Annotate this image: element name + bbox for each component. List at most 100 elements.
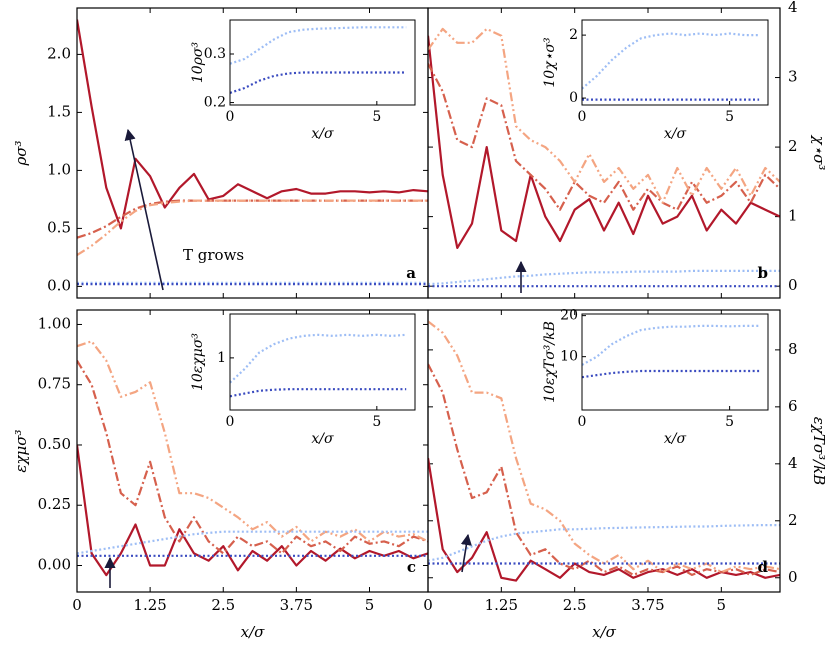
y-tick-label: 4: [788, 0, 798, 16]
line-series: [77, 19, 428, 230]
inset-y-tick-label: 2: [569, 27, 578, 43]
arrow: [124, 128, 164, 291]
inset-y-tick-label: 10: [560, 349, 578, 365]
y-axis-label: εχTσ³/kB: [810, 417, 828, 486]
panel: 0 1.25 2.5 3.75 5 x/σ 0.00 0.25 0.50 0.75 1.00 εχμσ…: [12, 309, 429, 641]
x-tick-label: 5: [365, 596, 375, 614]
inset-x-label: x/σ: [664, 431, 687, 447]
inset-x-label: x/σ: [311, 126, 334, 142]
inset-y-tick-label: 0.3: [204, 46, 226, 62]
x-tick-label: 5: [717, 596, 727, 614]
line-series: [581, 32, 760, 90]
y-axis-label: χ⋆σ³: [810, 135, 828, 171]
y-tick-label: 0.5: [47, 218, 71, 236]
plot-area: [77, 19, 428, 286]
inset-x-tick-label: 5: [725, 414, 734, 430]
line-series: [229, 26, 407, 65]
line-series: [428, 457, 780, 582]
y-tick-label: 4: [788, 454, 798, 472]
inset-background: [230, 314, 415, 410]
x-tick-label: 2.5: [211, 596, 235, 614]
y-tick-label: 1.00: [38, 314, 71, 332]
y-tick-label: 1.5: [47, 102, 71, 120]
plot-area: [428, 27, 780, 288]
axes-frame: [427, 309, 781, 593]
panel: 0 1 2 3 4 χ⋆σ³ b 0 5 0 2 x/σ 10χ⋆σ³: [427, 0, 828, 299]
line-series: [77, 199, 428, 257]
axes-frame: [427, 7, 781, 299]
y-tick-label: 2: [788, 511, 798, 529]
y-tick-label: 1: [788, 207, 798, 225]
line-series: [581, 324, 760, 366]
inset-x-tick-label: 5: [725, 109, 734, 125]
x-tick-label: 0: [423, 596, 433, 614]
inset: 0 5 0 2 x/σ 10χ⋆σ³: [542, 19, 769, 142]
inset-x-tick-label: 5: [372, 414, 381, 430]
y-axis-label: εχμσ³: [12, 429, 30, 472]
y-tick-label: 1.0: [47, 160, 71, 178]
inset-frame: [581, 313, 769, 411]
inset: 0 5 10 20 x/σ 10εχTσ³/kB: [542, 308, 769, 447]
x-axis-label: x/σ: [592, 623, 617, 641]
inset: 0 5 1 x/σ 10εχμσ³: [190, 313, 416, 447]
inset-background: [230, 20, 415, 105]
y-tick-label: 6: [788, 397, 798, 415]
line-series: [428, 524, 780, 562]
y-tick-label: 0: [788, 276, 798, 294]
inset-x-label: x/σ: [664, 126, 687, 142]
inset-y-label: 10χ⋆σ³: [542, 37, 558, 88]
y-tick-label: 2: [788, 137, 798, 155]
x-tick-label: 3.75: [280, 596, 313, 614]
panel-label: d: [758, 558, 769, 576]
inset-y-label: 10εχTσ³/kB: [542, 321, 558, 403]
panel-label: a: [406, 264, 416, 282]
x-tick-label: 0: [72, 596, 82, 614]
arrow: [460, 533, 472, 573]
inset-y-tick-label: 1: [217, 350, 226, 366]
line-series: [229, 71, 407, 94]
y-tick-label: 2.0: [47, 44, 71, 62]
inset-x-tick-label: 0: [226, 109, 235, 125]
inset-frame: [229, 313, 416, 411]
plot-area: [428, 320, 780, 582]
line-series: [77, 530, 428, 555]
x-tick-label: 3.75: [631, 596, 664, 614]
inset-frame: [581, 19, 769, 106]
y-tick-label: 0.75: [38, 375, 71, 393]
inset-x-tick-label: 0: [578, 414, 587, 430]
line-series: [77, 360, 428, 555]
y-tick-label: 0.00: [38, 555, 71, 573]
inset-x-tick-label: 5: [372, 109, 381, 125]
y-axis-label: ρσ³: [12, 140, 30, 166]
inset-background: [582, 20, 768, 105]
inset-y-tick-label: 0: [569, 90, 578, 106]
line-series: [77, 199, 428, 239]
x-tick-label: 1.25: [485, 596, 518, 614]
inset-background: [582, 314, 768, 410]
x-axis-label: x/σ: [241, 623, 266, 641]
y-tick-label: 0.25: [38, 495, 71, 513]
inset-x-label: x/σ: [311, 431, 334, 447]
line-series: [77, 340, 428, 543]
y-tick-label: 0.50: [38, 435, 71, 453]
y-tick-label: 0.0: [47, 276, 71, 294]
line-series: [428, 35, 780, 249]
panel-label: b: [758, 264, 769, 282]
inset-y-label: 10ρσ³: [190, 42, 206, 84]
panel: 0 1.25 2.5 3.75 5 x/σ 0 2 4 6 8 εχTσ³/kB d 0 5 10 20 x/σ 1…: [423, 308, 828, 641]
inset-y-tick-label: 0.2: [204, 95, 226, 111]
line-series: [428, 63, 780, 211]
inset-y-tick-label: 20: [560, 308, 578, 324]
annotation: T grows: [183, 246, 244, 264]
line-series: [229, 333, 407, 384]
line-series: [428, 363, 780, 576]
y-tick-label: 0: [788, 568, 798, 586]
plot-area: [77, 340, 428, 577]
line-series: [428, 27, 780, 204]
line-series: [77, 444, 428, 577]
line-series: [428, 269, 780, 286]
inset-x-tick-label: 0: [578, 109, 587, 125]
x-tick-label: 2.5: [563, 596, 587, 614]
inset-y-label: 10εχμσ³: [190, 333, 206, 391]
